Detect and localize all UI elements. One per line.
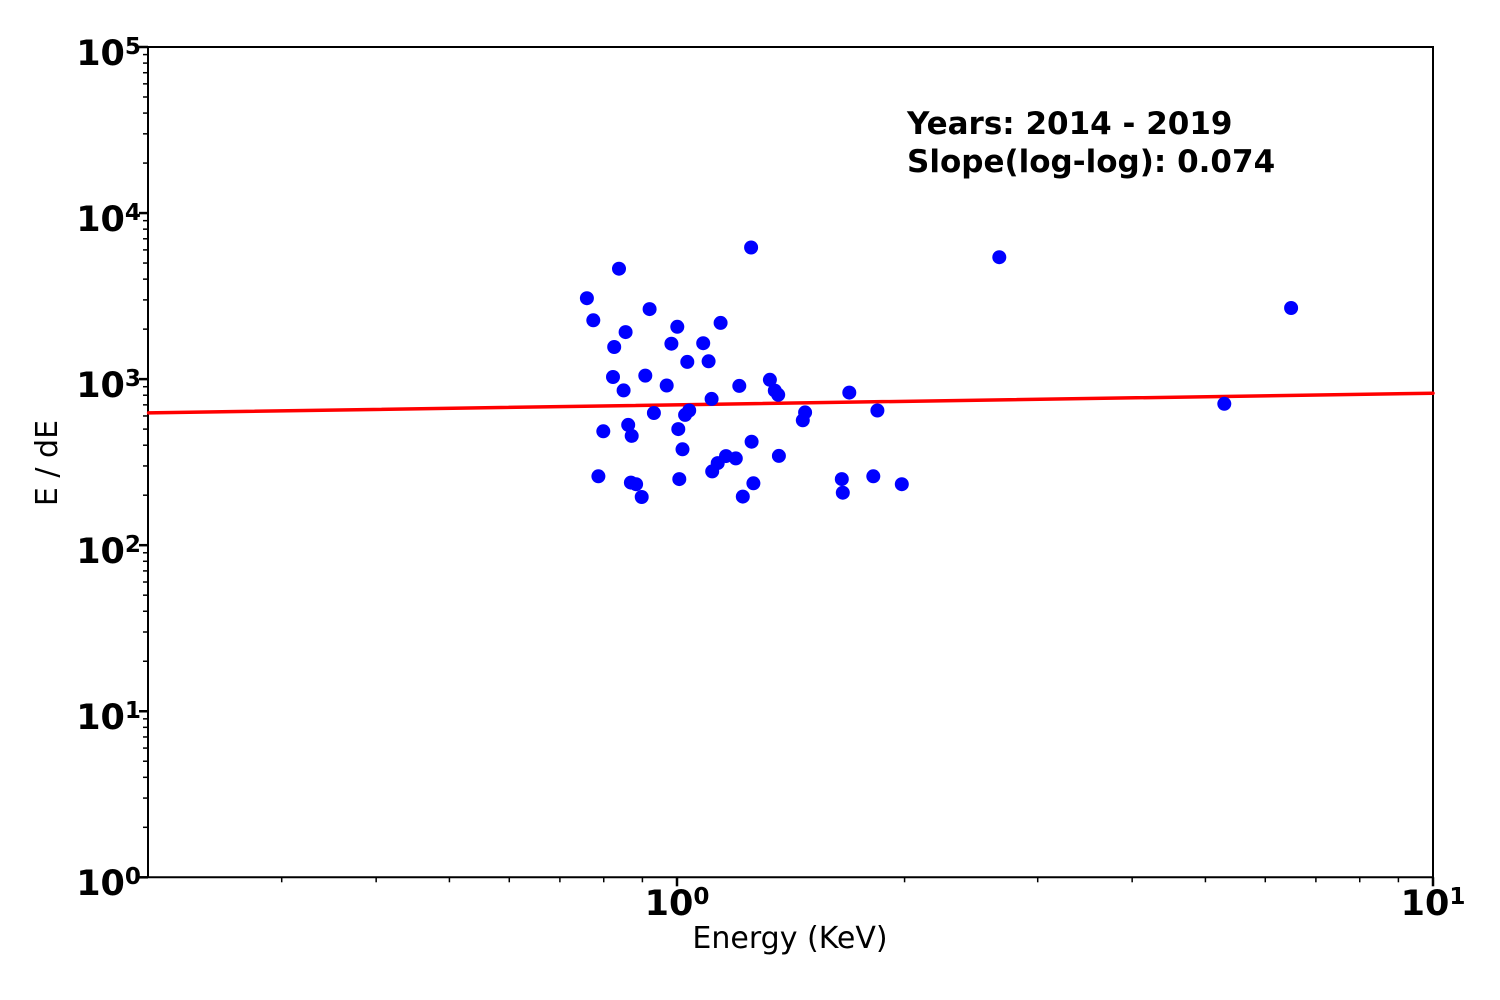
data-point [607,340,622,354]
data-point [624,428,639,443]
data-point [680,354,695,369]
annotation: Years: 2014 - 2019 Slope(log-log): 0.074 [907,105,1275,181]
data-point [616,383,631,398]
data-point [612,261,626,276]
data-point [659,378,674,393]
data-point [771,448,786,463]
data-point [866,469,881,484]
data-point [634,490,649,504]
data-point [646,406,661,420]
data-point [664,336,679,351]
x-tick-label: 100 [644,884,710,925]
data-point [842,385,857,400]
y-tick-label: 103 [76,366,141,407]
annotation-years: Years: 2014 - 2019 [907,106,1233,142]
data-point [672,472,687,487]
data-point [798,405,813,420]
data-point [591,469,606,484]
fit-line [146,391,1435,415]
data-point [638,368,653,383]
data-point [1284,301,1299,315]
data-point [642,302,657,317]
data-point [835,485,850,500]
data-point [670,319,685,334]
data-point [762,372,777,387]
annotation-slope: Slope(log-log): 0.074 [907,144,1276,180]
y-tick-label: 100 [76,864,141,905]
x-axis-label: Energy (KeV) [692,921,888,956]
data-point [696,336,711,351]
data-point [894,477,909,492]
data-point [586,313,601,328]
data-point [621,417,636,432]
data-point [1217,396,1232,411]
data-point [682,403,697,418]
data-point [732,378,747,393]
y-tick-label: 105 [76,34,141,75]
data-point [992,250,1007,265]
y-tick-label: 104 [76,200,141,241]
data-point [728,451,743,466]
data-point [671,422,686,437]
data-point [735,489,750,504]
data-point [596,424,611,439]
y-tick-label: 101 [76,698,141,739]
x-tick-label: 101 [1400,884,1466,925]
y-tick-label: 102 [76,532,141,573]
data-point [579,291,594,306]
data-point [618,325,633,340]
data-point [629,477,644,492]
data-point [870,403,885,418]
data-point [675,442,690,457]
data-point [744,240,759,255]
data-point [746,476,761,491]
data-point [701,354,716,369]
data-point [606,370,620,384]
data-point [704,391,719,406]
data-point [744,434,759,449]
data-point [771,387,786,402]
data-point [713,315,728,330]
data-point [834,472,849,487]
